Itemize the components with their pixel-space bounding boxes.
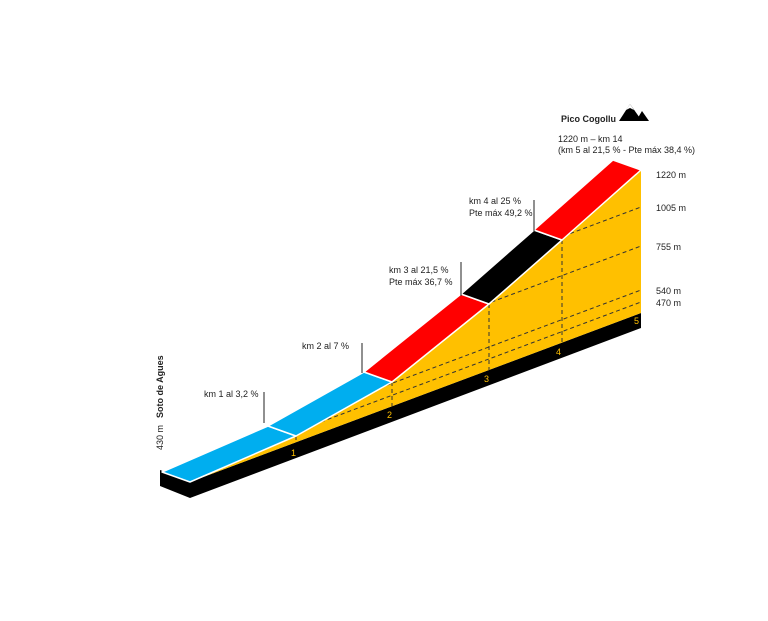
km-marker: 4 bbox=[556, 347, 561, 357]
elevation-label: 540 m bbox=[656, 286, 681, 296]
base-front-face bbox=[190, 313, 641, 498]
base-left-face bbox=[160, 470, 190, 498]
summit-gradient: (km 5 al 21,5 % - Pte máx 38,4 %) bbox=[558, 145, 695, 155]
segment-annotations: km 1 al 3,2 % km 2 al 7 % km 3 al 21,5 % Pt… bbox=[204, 196, 535, 423]
summit-name: Pico Cogollu bbox=[561, 114, 616, 124]
profile-face bbox=[190, 170, 641, 482]
gradient-strip-km-5 bbox=[533, 159, 642, 241]
start-elevation: 430 m bbox=[155, 425, 165, 450]
start-name: Soto de Agues bbox=[155, 355, 165, 418]
segment-label: km 4 al 25 % bbox=[469, 196, 521, 206]
mountain-icon bbox=[619, 104, 649, 121]
segment-label: Pte máx 36,7 % bbox=[389, 277, 453, 287]
km-marker: 2 bbox=[387, 410, 392, 420]
elevation-label: 470 m bbox=[656, 298, 681, 308]
segment-label: km 1 al 3,2 % bbox=[204, 389, 259, 399]
km-marker: 3 bbox=[484, 374, 489, 384]
segment-label: km 2 al 7 % bbox=[302, 341, 349, 351]
elevation-label: 1005 m bbox=[656, 203, 686, 213]
elevation-label: 755 m bbox=[656, 242, 681, 252]
km-markers: 1 2 3 4 5 bbox=[291, 316, 639, 458]
km-marker: 1 bbox=[291, 448, 296, 458]
elevation-label: 1220 m bbox=[656, 170, 686, 180]
segment-label: Pte máx 49,2 % bbox=[469, 208, 533, 218]
segment-label: km 3 al 21,5 % bbox=[389, 265, 449, 275]
km-marker: 5 bbox=[634, 316, 639, 326]
summit-info: 1220 m – km 14 bbox=[558, 134, 623, 144]
